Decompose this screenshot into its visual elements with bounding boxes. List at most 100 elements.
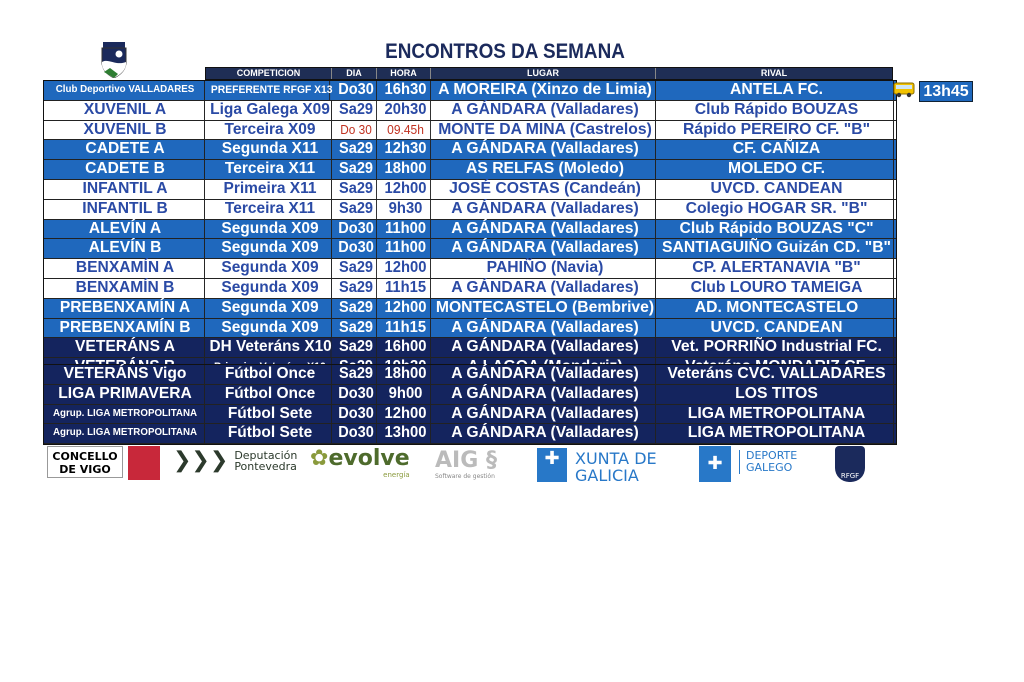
cell-rival: Veteráns CVC. VALLADARES: [660, 365, 894, 384]
cell-dia: Do 30: [336, 120, 377, 140]
cell-team: Agrup. LIGA METROPOLITANA: [46, 404, 205, 424]
cell-dia: Sa29: [336, 278, 377, 298]
cell-comp: Fútbol Sete: [209, 424, 332, 444]
cell-rival: Colegio HOGAR SR. "B": [660, 199, 894, 219]
cell-rival: SANTIAGUIÑO Guizán CD. "B": [660, 239, 894, 259]
cell-rival: Rápido PEREIRO CF. "B": [660, 120, 894, 140]
cell-dia: Do30: [336, 239, 377, 259]
cell-lugar: A GÁNDARA (Valladares): [435, 219, 656, 239]
header-competicion: COMPETICION: [206, 68, 332, 79]
concello-vigo-logo: CONCELLO DE VIGO: [47, 446, 123, 478]
cell-rival: CF. CAÑIZA: [660, 140, 894, 160]
cell-dia: Sa29: [336, 338, 377, 358]
cell-team: INFANTIL A: [46, 179, 205, 199]
table-row: INFANTIL B Terceira X11 Sa29 9h30 A GÁNDARA …: [44, 199, 896, 220]
cell-lugar: A GÁNDARA (Valladares): [435, 278, 656, 298]
cell-team: LIGA PRIMAVERA: [46, 384, 205, 404]
header-lugar: LUGAR: [431, 68, 656, 79]
header-hora: HORA: [377, 68, 431, 79]
cell-lugar: A GÁNDARA (Valladares): [435, 404, 656, 424]
cell-rival: UVCD. CANDEAN: [660, 318, 894, 338]
cell-rival: LIGA METROPOLITANA: [660, 424, 894, 444]
cell-comp: Segunda X09: [209, 239, 332, 259]
cell-comp: Segunda X09: [209, 278, 332, 298]
cell-comp: Fútbol Once: [209, 365, 332, 384]
cell-rival: Club Rápido BOUZAS: [660, 100, 894, 120]
aig-logo: AIG § Software de gestión: [435, 448, 497, 480]
cell-dia: Sa29: [336, 179, 377, 199]
rfgf-logo: RFGF: [835, 446, 865, 482]
header-dia: DIA: [332, 68, 377, 79]
cell-team: CADETE A: [46, 140, 205, 160]
cell-lugar: AS RELFAS (Moledo): [435, 160, 656, 179]
cell-comp: Fútbol Once: [209, 384, 332, 404]
matches-table: Club Deportivo VALLADARES PREFERENTE RFGF…: [43, 80, 897, 379]
cell-rival: AD. MONTECASTELO: [660, 298, 894, 318]
cell-comp: Fútbol Sete: [209, 404, 332, 424]
cell-comp: Segunda X11: [209, 140, 332, 160]
table-header: COMPETICION DIA HORA LUGAR RIVAL: [205, 67, 893, 80]
cell-comp: PREFERENTE RFGF X13: [211, 81, 333, 100]
cell-hora: 12h00: [381, 298, 431, 318]
cell-team: PREBENXAMÍN A: [46, 298, 205, 318]
cell-lugar: A GÁNDARA (Valladares): [435, 100, 656, 120]
cell-hora: 11h00: [381, 219, 431, 239]
table-row: Agrup. LIGA METROPOLITANA Fútbol Sete Do30…: [44, 424, 896, 445]
xunta-galicia-logo: ✚: [537, 448, 567, 482]
cell-hora: 20h30: [381, 100, 431, 120]
cell-rival: LOS TITOS: [660, 384, 894, 404]
club-crest-logo: [101, 42, 127, 78]
table-row: CADETE A Segunda X11 Sa29 12h30 A GÁNDARA (V…: [44, 140, 896, 161]
cell-team: PREBENXAMÍN B: [46, 318, 205, 338]
cell-hora: 12h00: [381, 259, 431, 278]
table-row: ALEVÍN A Segunda X09 Do30 11h00 A GÁNDARA (V…: [44, 219, 896, 240]
cell-hora: 12h00: [381, 404, 431, 424]
cell-dia: Sa29: [336, 259, 377, 278]
table-row: CADETE B Terceira X11 Sa29 18h00 AS RELFAS (…: [44, 160, 896, 180]
cell-dia: Do30: [336, 384, 377, 404]
cell-hora: 09.45h: [381, 120, 431, 140]
cell-hora: 11h15: [381, 318, 431, 338]
sponsor-logos: CONCELLO DE VIGO ❯❯❯ Deputación Pontevedr…: [45, 444, 875, 484]
deporte-galego-logo: ✚: [699, 446, 731, 482]
cell-comp: DH Veteráns X10: [209, 338, 332, 358]
cell-lugar: PAHIÑO (Navia): [435, 259, 656, 278]
page-title: ENCONTROS DA SEMANA: [385, 40, 625, 63]
table-row: VETERÁNS A DH Veteráns X10 Sa29 16h00 A GÁND…: [44, 338, 896, 359]
bus-icon: [893, 82, 915, 98]
cell-comp: Terceira X09: [209, 120, 332, 140]
cell-hora: 18h00: [381, 365, 431, 384]
cell-rival: Vet. PORRIÑO Industrial FC.: [660, 338, 894, 358]
table-row: VETERÁNS Vigo Fútbol Once Sa29 18h00 A GÁNDA…: [44, 365, 896, 385]
cell-team: Club Deportivo VALLADARES: [46, 81, 205, 100]
cell-lugar: A GÁNDARA (Valladares): [435, 384, 656, 404]
vigo-shield-icon: [128, 446, 160, 480]
cell-dia: Sa29: [336, 100, 377, 120]
cell-lugar: A GÁNDARA (Valladares): [435, 338, 656, 358]
cell-lugar: A GÁNDARA (Valladares): [435, 365, 656, 384]
other-matches-table: VETERÁNS Vigo Fútbol Once Sa29 18h00 A GÁNDA…: [43, 364, 897, 446]
cell-hora: 9h00: [381, 384, 431, 404]
cell-comp: Primeira X11: [209, 179, 332, 199]
table-row: ALEVÍN B Segunda X09 Do30 11h00 A GÁNDARA (V…: [44, 239, 896, 260]
table-row: Agrup. LIGA METROPOLITANA Fútbol Sete Do30…: [44, 404, 896, 425]
cell-lugar: A GÁNDARA (Valladares): [435, 239, 656, 259]
cell-lugar: A MOREIRA (Xinzo de Limia): [435, 81, 656, 100]
cell-dia: Do30: [336, 404, 377, 424]
cell-hora: 16h00: [381, 338, 431, 358]
cell-lugar: A GÁNDARA (Valladares): [435, 424, 656, 444]
cell-dia: Do30: [336, 219, 377, 239]
cell-dia: Sa29: [336, 298, 377, 318]
cell-hora: 11h15: [381, 278, 431, 298]
cell-comp: Segunda X09: [209, 219, 332, 239]
cell-team: ALEVÍN A: [46, 219, 205, 239]
cell-hora: 9h30: [381, 199, 431, 219]
cell-team: CADETE B: [46, 160, 205, 179]
deputacion-logo: ❯❯❯ Deputación Pontevedra: [173, 448, 298, 473]
cell-rival: UVCD. CANDEAN: [660, 179, 894, 199]
departure-time: 13h45: [919, 81, 973, 102]
cell-team: VETERÁNS Vigo: [46, 365, 205, 384]
deporte-galego-text: DEPORTE GALEGO: [739, 450, 816, 474]
cell-hora: 12h00: [381, 179, 431, 199]
cell-lugar: A GÁNDARA (Valladares): [435, 318, 656, 338]
